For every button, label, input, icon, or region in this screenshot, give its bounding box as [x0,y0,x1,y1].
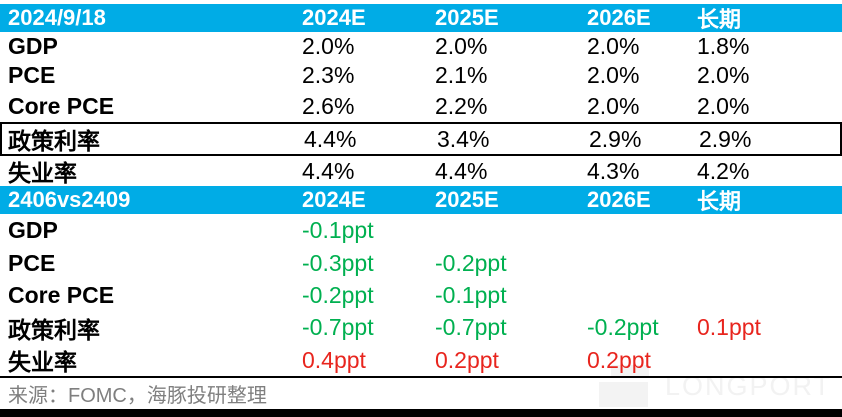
source-note: 来源：FOMC，海豚投研整理 [0,376,842,409]
table1-header-row: 2024/9/18 2024E 2025E 2026E 长期 [0,4,842,32]
cell-value: -0.2ppt [587,314,659,340]
table2-title: 2406vs2409 [8,187,131,212]
table1-col-2025e: 2025E [435,5,499,30]
table-row: 政策利率 -0.7ppt -0.7ppt -0.2ppt 0.1ppt [0,311,842,344]
cell-value: 2.6% [302,92,355,119]
cell-value: 2.0% [587,62,640,88]
table1-title: 2024/9/18 [8,5,106,30]
row-label: 失业率 [8,160,77,186]
cell-value: 1.8% [697,33,750,59]
table2-col-2024e: 2024E [302,187,366,212]
cell-value: -0.3ppt [302,249,374,276]
table-row: GDP 2.0% 2.0% 2.0% 1.8% [0,32,842,61]
cell-value: 0.1ppt [697,314,761,340]
table-row: Core PCE -0.2ppt -0.1ppt [0,279,842,311]
table1-col-2024e: 2024E [302,5,366,30]
longport-logo-icon [598,365,651,407]
cell-value: -0.1ppt [435,281,507,308]
table-row: 失业率 4.4% 4.4% 4.3% 4.2% [0,156,842,187]
row-label: PCE [8,249,56,276]
cell-value: 2.0% [697,62,750,88]
table-row: PCE -0.3ppt -0.2ppt [0,247,842,279]
cell-value: -0.7ppt [302,314,374,340]
row-label: Core PCE [8,92,115,119]
table1-col-longterm: 长期 [697,7,742,32]
cell-value: 2.9% [699,125,752,152]
row-label: GDP [8,33,58,59]
table-row: PCE 2.3% 2.1% 2.0% 2.0% [0,61,842,90]
table-row: Core PCE 2.6% 2.2% 2.0% 2.0% [0,90,842,122]
cell-value: -0.2ppt [302,281,374,308]
cell-value: 2.0% [435,33,488,59]
cell-value: 4.4% [302,157,355,184]
table-row: 失业率 0.4ppt 0.2ppt 0.2ppt [0,344,842,376]
row-label: GDP [8,217,58,243]
source-text: 来源：FOMC，海豚投研整理 [8,385,267,407]
row-label: 失业率 [8,349,77,375]
cell-value: 2.0% [587,92,640,119]
cell-value: 2.0% [697,92,750,119]
cell-value: 4.3% [587,157,640,184]
cell-value: 2.9% [589,125,642,152]
cell-value: 2.0% [587,33,640,59]
table2-col-longterm: 长期 [697,189,742,214]
cell-value: -0.1ppt [302,217,374,243]
table-row: GDP -0.1ppt [0,214,842,247]
row-label: 政策利率 [8,128,100,154]
longport-watermark-text: LONGPORT [664,370,832,401]
cell-value: 4.4% [304,125,357,152]
row-label: 政策利率 [8,316,100,343]
cell-value: 4.2% [697,157,750,184]
table1-col-2026e: 2026E [587,5,651,30]
row-label: PCE [8,62,56,88]
cell-value: 2.1% [435,62,488,88]
cell-value: 3.4% [437,125,490,152]
table-row-policy-rate-highlighted: 政策利率 4.4% 3.4% 2.9% 2.9% [0,122,842,156]
cell-value: -0.2ppt [435,249,507,276]
longport-watermark: LONGPORT [598,365,832,407]
cell-value: 2.2% [435,92,488,119]
cell-value: 4.4% [435,157,488,184]
cell-value: 2.3% [302,62,355,88]
table2-col-2025e: 2025E [435,187,499,212]
table2-col-2026e: 2026E [587,187,651,212]
cell-value: 0.2ppt [587,346,651,373]
cell-value: 2.0% [302,33,355,59]
cell-value: 0.4ppt [302,346,366,373]
row-label: Core PCE [8,281,115,308]
cell-value: -0.7ppt [435,314,507,340]
cell-value: 0.2ppt [435,346,499,373]
table2-header-row: 2406vs2409 2024E 2025E 2026E 长期 [0,186,842,214]
bottom-black-bar [0,409,842,417]
